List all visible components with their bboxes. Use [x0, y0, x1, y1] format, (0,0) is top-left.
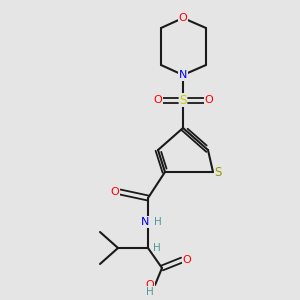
Text: O: O	[178, 13, 188, 23]
Text: N: N	[179, 70, 187, 80]
Text: O: O	[146, 280, 154, 290]
Text: O: O	[183, 255, 191, 265]
Text: H: H	[146, 287, 154, 297]
Text: H: H	[154, 217, 162, 227]
Text: S: S	[214, 166, 222, 178]
Text: O: O	[205, 95, 213, 105]
Text: N: N	[141, 217, 149, 227]
Text: O: O	[111, 187, 119, 197]
Text: H: H	[153, 243, 161, 253]
Text: O: O	[154, 95, 162, 105]
Text: S: S	[179, 94, 187, 106]
